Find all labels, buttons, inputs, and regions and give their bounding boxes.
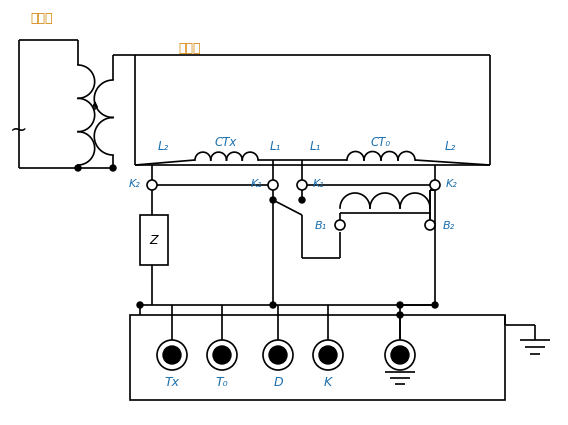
Circle shape [137,302,143,308]
Circle shape [391,346,409,364]
Circle shape [425,220,435,230]
Circle shape [397,312,403,318]
Text: ~: ~ [10,120,28,140]
Text: K₂: K₂ [128,179,140,189]
Circle shape [299,197,305,203]
Circle shape [397,302,403,308]
Circle shape [270,302,276,308]
Text: K: K [324,376,332,389]
Circle shape [213,346,231,364]
Text: CT₀: CT₀ [371,136,391,148]
Circle shape [319,346,337,364]
Circle shape [432,302,438,308]
Circle shape [268,180,278,190]
Bar [130,315,505,400]
Text: L₁: L₁ [269,141,281,153]
Text: Z: Z [150,233,158,246]
Circle shape [263,340,293,370]
Text: 升流器: 升流器 [179,42,201,55]
Text: K₁: K₁ [250,179,262,189]
Text: B₂: B₂ [443,221,455,231]
Text: L₁: L₁ [310,141,320,153]
Circle shape [430,180,440,190]
Text: Tx: Tx [165,376,179,389]
Text: B₁: B₁ [315,221,327,231]
Text: K₁: K₁ [313,179,325,189]
Circle shape [157,340,187,370]
Circle shape [297,180,307,190]
Circle shape [207,340,237,370]
Circle shape [385,340,415,370]
Text: L₂: L₂ [157,141,169,153]
Circle shape [75,165,81,171]
Text: CTx: CTx [215,136,237,148]
Circle shape [147,180,157,190]
Circle shape [270,197,276,203]
Circle shape [313,340,343,370]
Bar [140,215,168,265]
Circle shape [335,220,345,230]
Circle shape [163,346,181,364]
Text: T₀: T₀ [216,376,228,389]
Text: L₂: L₂ [444,141,456,153]
Text: K₂: K₂ [446,179,458,189]
Text: D: D [273,376,283,389]
Circle shape [269,346,287,364]
Text: 调压器: 调压器 [31,12,53,25]
Circle shape [110,165,116,171]
